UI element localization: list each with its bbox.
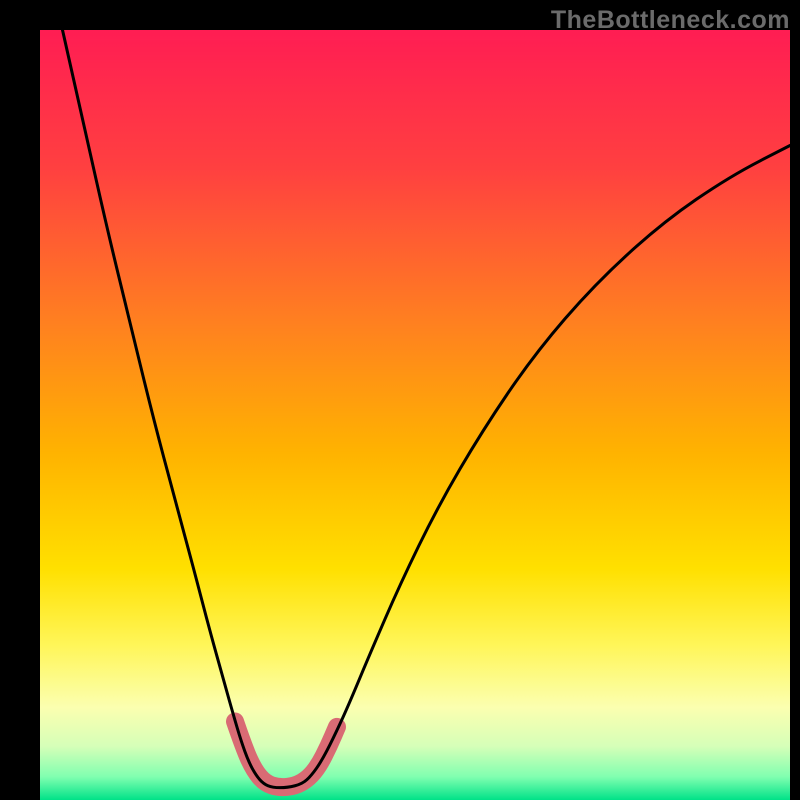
- watermark-text: TheBottleneck.com: [551, 6, 790, 35]
- bottleneck-chart: [0, 0, 800, 800]
- chart-frame: TheBottleneck.com: [0, 0, 800, 800]
